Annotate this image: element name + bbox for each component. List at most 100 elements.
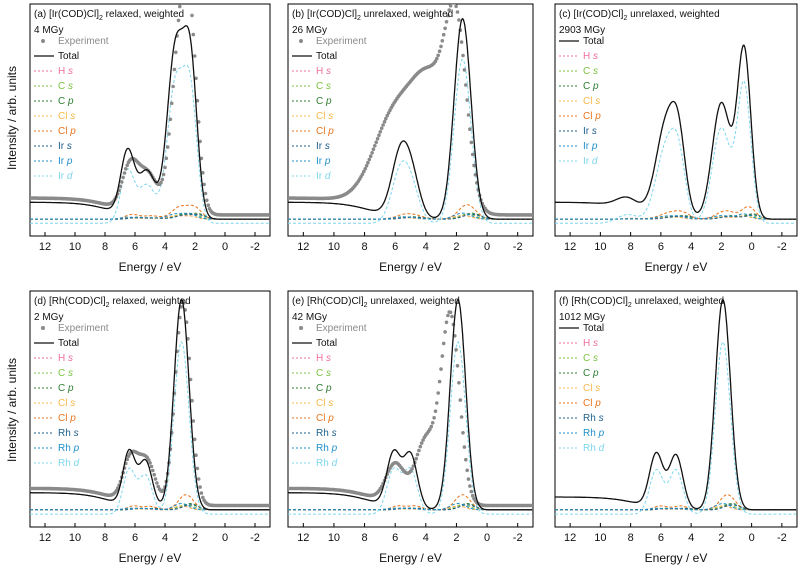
experiment-point xyxy=(195,466,200,471)
experiment-point xyxy=(199,491,204,495)
experiment-point xyxy=(418,444,423,449)
x-axis-label: Energy / eV xyxy=(379,551,442,565)
experiment-point xyxy=(267,213,270,217)
legend-label: Cl p xyxy=(316,126,334,137)
experiment-point xyxy=(198,485,202,489)
x-tick-label: 0 xyxy=(749,241,755,253)
panel-frame xyxy=(287,290,534,528)
experiment-point xyxy=(171,84,175,89)
legend-label: Total xyxy=(316,338,337,349)
legend-label: H s xyxy=(316,66,331,77)
curve-m-d xyxy=(288,341,532,515)
x-tick-label: 2 xyxy=(192,241,198,253)
experiment-point xyxy=(360,172,365,177)
dose-label: 42 MGy xyxy=(292,312,327,323)
legend-label: Ir d xyxy=(58,171,73,182)
experiment-point xyxy=(455,10,460,14)
experiment-point xyxy=(466,477,471,481)
curve-m-d xyxy=(30,64,269,224)
experiment-point xyxy=(447,8,452,12)
experiment-point xyxy=(410,467,414,471)
experiment-point xyxy=(459,415,464,419)
legend-label: Total xyxy=(58,51,79,62)
x-tick-label: -2 xyxy=(250,241,260,253)
curve-total xyxy=(30,25,270,220)
legend-label: H s xyxy=(583,51,598,62)
legend-label: Cl p xyxy=(583,111,601,122)
panel-d: 12 10 8 6 4 2 0 -2 Energy / eV (d) [Rh(COD)Cl]2 r… xyxy=(29,290,271,565)
experiment-point xyxy=(440,354,445,358)
experiment-point xyxy=(192,437,197,442)
panel-frame xyxy=(29,3,271,237)
experiment-point xyxy=(428,427,432,432)
x-tick-label: -2 xyxy=(777,241,787,253)
experiment-point xyxy=(364,164,369,168)
experiment-point xyxy=(196,477,201,481)
legend-label: Rh p xyxy=(316,443,338,454)
experiment-point xyxy=(448,4,453,8)
x-tick-label: 8 xyxy=(628,241,634,253)
x-tick-label: 0 xyxy=(222,241,228,253)
experiment-point xyxy=(153,477,158,481)
legend-label: Rh d xyxy=(58,458,80,469)
x-tick-label: 0 xyxy=(749,532,755,544)
curve-m-p xyxy=(555,502,796,511)
x-tick-label: 4 xyxy=(423,532,429,544)
legend-label: C s xyxy=(316,368,331,379)
experiment-point xyxy=(190,398,194,403)
x-tick-label: 0 xyxy=(484,532,490,544)
legend-label: C p xyxy=(316,383,332,394)
experiment-point xyxy=(205,198,209,203)
experiment-point xyxy=(439,367,443,371)
x-tick-label: 6 xyxy=(132,532,138,544)
experiment-point xyxy=(472,163,476,168)
legend-label: Ir s xyxy=(316,141,330,152)
panel-f: 12 10 8 6 4 2 0 -2 Energy / eV (f) [Rh(COD)Cl]2 u… xyxy=(554,290,798,565)
x-tick-label: 4 xyxy=(162,532,168,544)
legend-label: Ir p xyxy=(583,141,598,152)
experiment-point xyxy=(454,348,458,352)
legend-label: Cl p xyxy=(583,398,601,409)
plot-area xyxy=(555,298,797,515)
x-tick-label: 4 xyxy=(688,241,694,253)
experiment-point xyxy=(462,68,467,72)
experiment-point xyxy=(417,448,421,453)
x-tick-label: 8 xyxy=(362,241,368,253)
experiment-point xyxy=(195,98,200,103)
legend-label: Total xyxy=(316,51,337,62)
experiment-point xyxy=(375,136,380,141)
experiment-point xyxy=(189,0,193,1)
x-tick-label: 8 xyxy=(102,532,108,544)
experiment-point xyxy=(194,76,198,81)
x-tick-label: 0 xyxy=(484,241,490,253)
experiment-point xyxy=(367,157,372,162)
experiment-point xyxy=(159,180,163,185)
legend-label: Ir p xyxy=(316,156,331,167)
legend-label: C s xyxy=(583,66,598,77)
experiment-point xyxy=(169,101,174,106)
experiment-point xyxy=(385,113,390,118)
x-tick-label: -2 xyxy=(250,532,260,544)
plot-area xyxy=(555,44,797,224)
legend-label: Ir s xyxy=(583,126,597,137)
x-tick-label: 10 xyxy=(328,241,340,253)
experiment-point xyxy=(199,156,204,161)
experiment-point xyxy=(461,53,465,58)
x-axis-label: Energy / eV xyxy=(645,260,708,274)
legend-label: Rh s xyxy=(58,428,79,439)
experiment-point xyxy=(191,32,196,37)
experiment-point xyxy=(164,156,169,161)
x-tick-label: 10 xyxy=(328,532,340,544)
experiment-point xyxy=(148,461,152,465)
experiment-point xyxy=(371,147,376,152)
experiment-point xyxy=(368,154,373,158)
panel-frame xyxy=(287,3,534,237)
x-tick-label: 10 xyxy=(69,241,81,253)
experiment-point xyxy=(437,379,442,384)
experiment-points xyxy=(288,4,533,217)
curve-total xyxy=(288,298,533,511)
x-tick-label: -2 xyxy=(777,532,787,544)
legend-label: Ir d xyxy=(583,156,598,167)
experiment-point xyxy=(125,457,129,462)
